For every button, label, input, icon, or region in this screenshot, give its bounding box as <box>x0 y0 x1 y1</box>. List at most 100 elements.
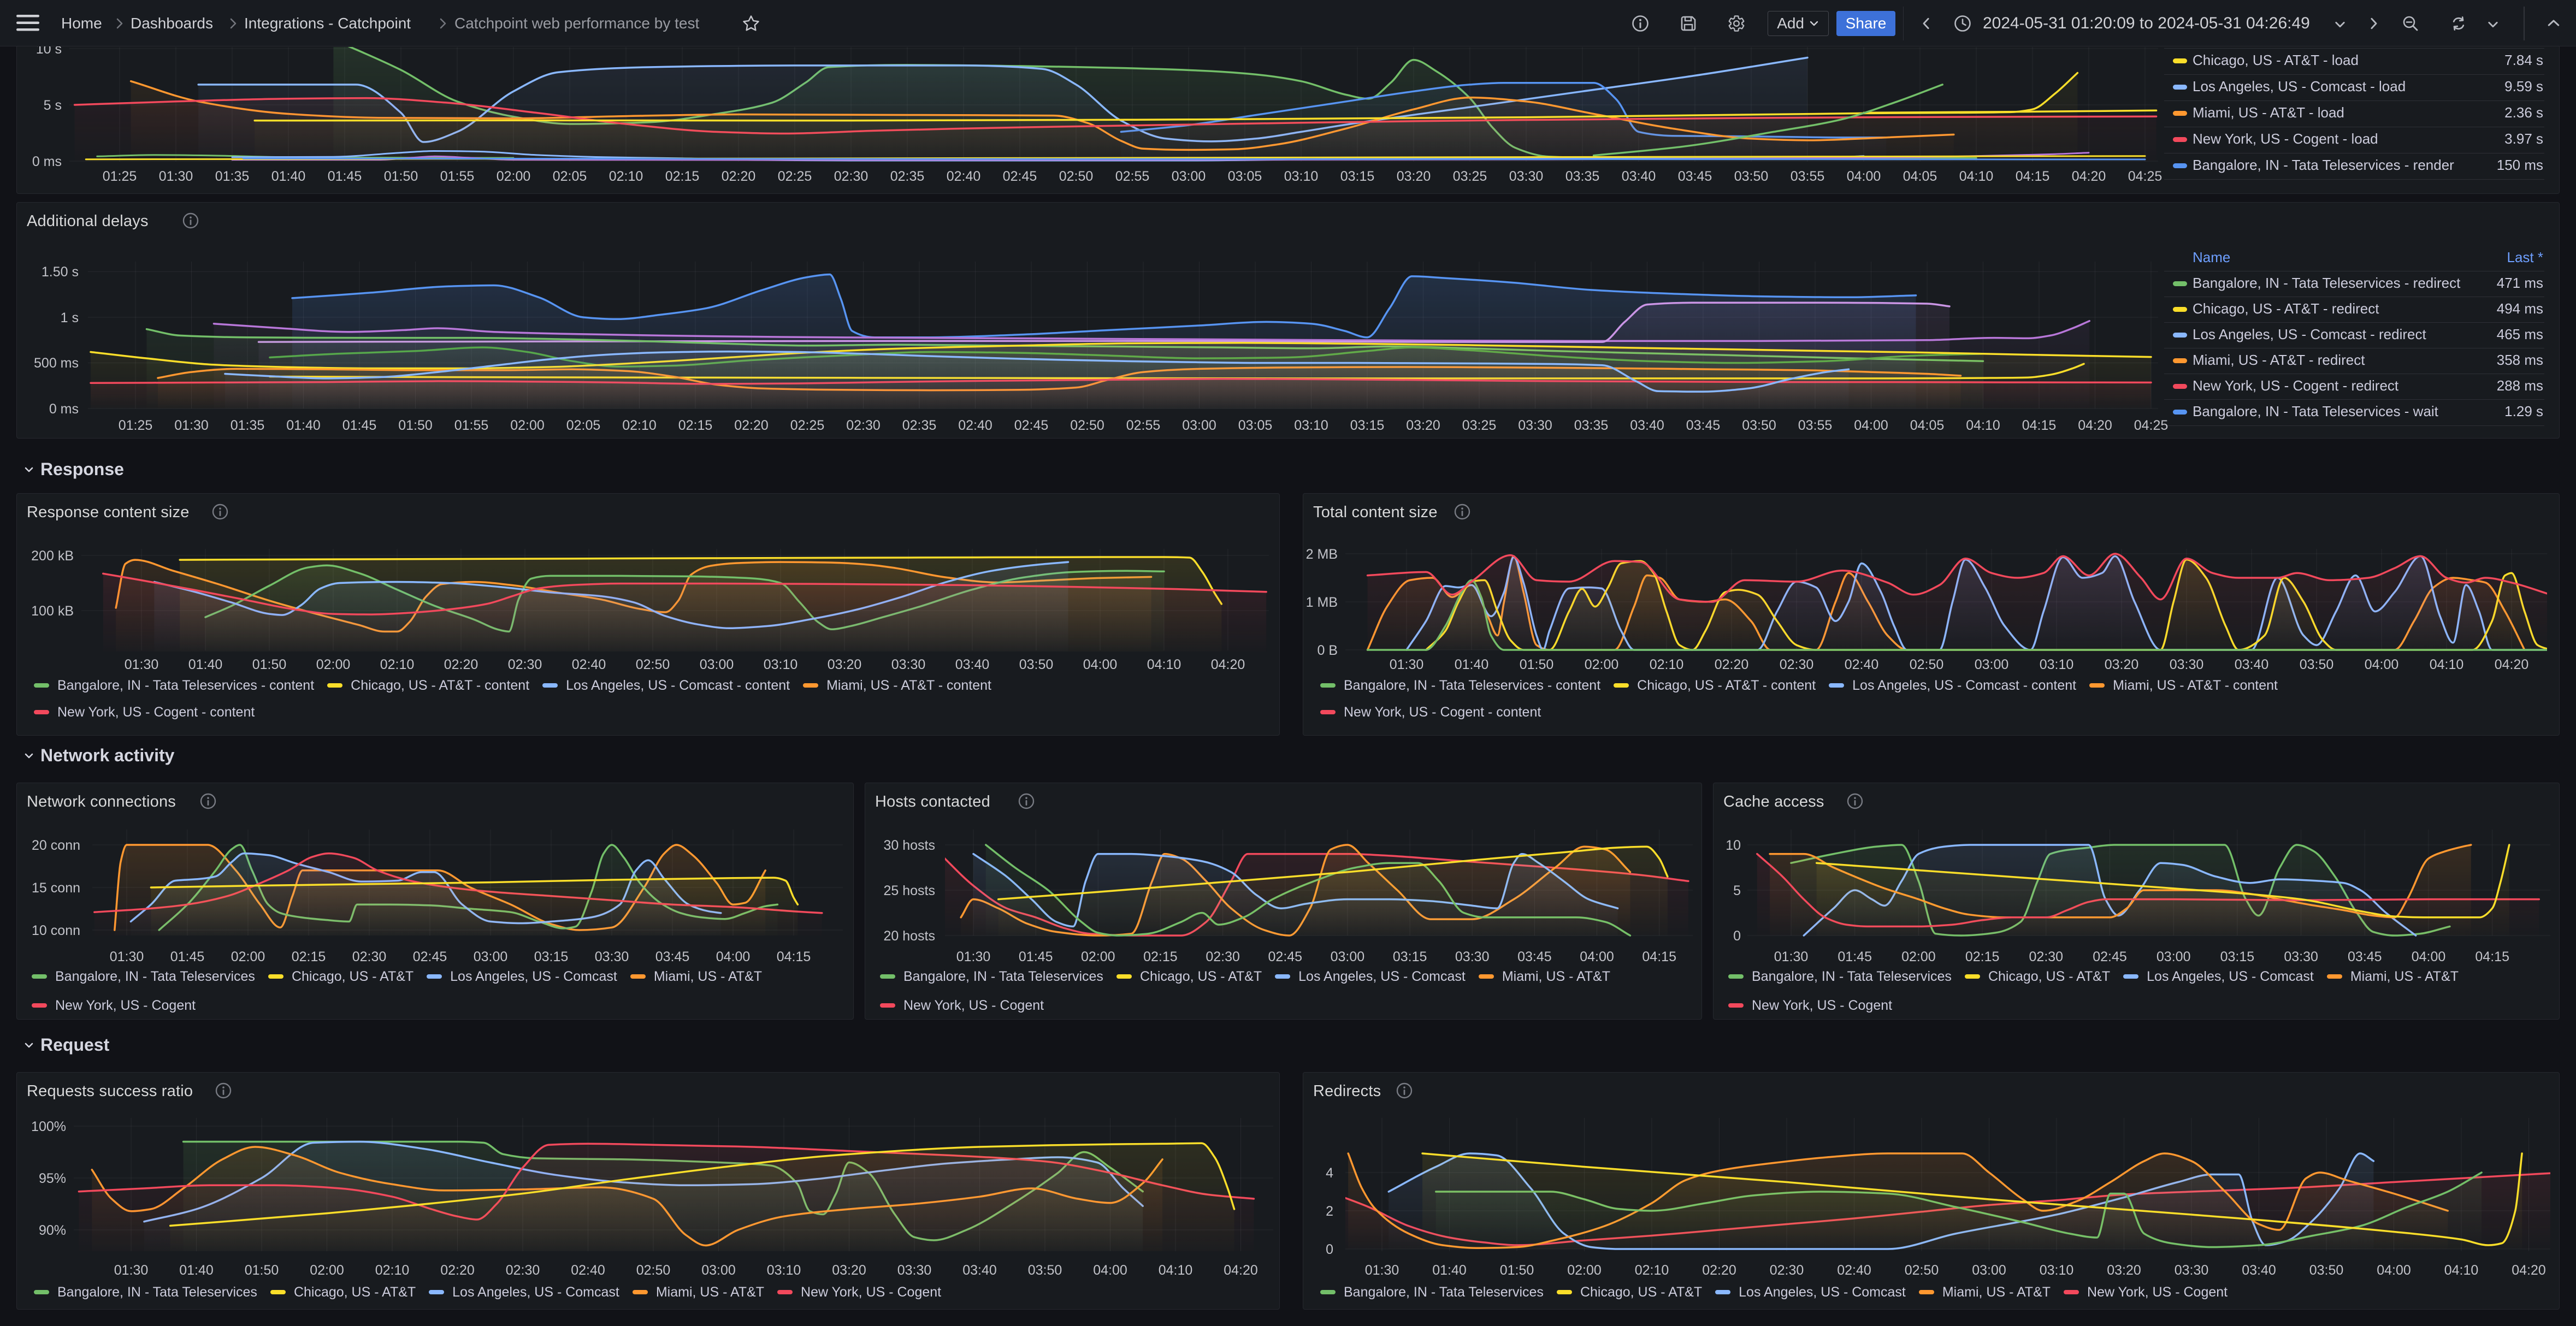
svg-text:02:15: 02:15 <box>678 418 713 433</box>
svg-text:03:00: 03:00 <box>700 657 734 672</box>
svg-text:03:45: 03:45 <box>1678 169 1712 184</box>
svg-text:03:20: 03:20 <box>2105 657 2139 672</box>
svg-text:02:15: 02:15 <box>292 949 326 964</box>
svg-text:03:30: 03:30 <box>2170 657 2204 672</box>
svg-text:15 conn: 15 conn <box>32 880 80 896</box>
svg-text:03:35: 03:35 <box>1565 169 1600 184</box>
svg-text:03:40: 03:40 <box>955 657 990 672</box>
svg-text:30 hosts: 30 hosts <box>883 838 935 853</box>
svg-text:04:15: 04:15 <box>2475 949 2509 964</box>
svg-text:03:00: 03:00 <box>1182 418 1216 433</box>
svg-text:03:55: 03:55 <box>1798 418 1833 433</box>
svg-text:01:40: 01:40 <box>271 169 306 184</box>
svg-text:03:10: 03:10 <box>2040 1263 2074 1278</box>
svg-text:03:05: 03:05 <box>1238 418 1273 433</box>
svg-text:03:45: 03:45 <box>655 949 690 964</box>
svg-text:03:15: 03:15 <box>2220 949 2255 964</box>
svg-text:03:30: 03:30 <box>1509 169 1544 184</box>
svg-text:02:10: 02:10 <box>380 657 415 672</box>
svg-text:01:45: 01:45 <box>1838 949 1872 964</box>
svg-text:02:50: 02:50 <box>1059 169 1094 184</box>
svg-text:02:25: 02:25 <box>778 169 812 184</box>
svg-text:0 B: 0 B <box>1317 643 1338 658</box>
svg-text:01:30: 01:30 <box>159 169 193 184</box>
svg-text:04:20: 04:20 <box>2495 657 2529 672</box>
svg-text:03:00: 03:00 <box>474 949 508 964</box>
svg-text:01:30: 01:30 <box>114 1263 149 1278</box>
svg-text:01:30: 01:30 <box>956 949 991 964</box>
svg-text:03:05: 03:05 <box>1228 169 1262 184</box>
svg-text:04:05: 04:05 <box>1910 418 1945 433</box>
svg-text:02:45: 02:45 <box>2093 949 2127 964</box>
svg-text:01:40: 01:40 <box>179 1263 214 1278</box>
svg-text:02:30: 02:30 <box>352 949 387 964</box>
svg-text:4: 4 <box>1326 1165 1333 1181</box>
svg-text:03:35: 03:35 <box>1574 418 1609 433</box>
svg-text:02:40: 02:40 <box>958 418 992 433</box>
svg-text:03:30: 03:30 <box>2175 1263 2209 1278</box>
svg-text:90%: 90% <box>39 1223 66 1238</box>
svg-text:01:30: 01:30 <box>125 657 159 672</box>
svg-text:01:45: 01:45 <box>342 418 377 433</box>
svg-text:04:15: 04:15 <box>1642 949 1676 964</box>
svg-text:02:00: 02:00 <box>1901 949 1936 964</box>
svg-text:02:30: 02:30 <box>506 1263 540 1278</box>
svg-text:03:40: 03:40 <box>962 1263 997 1278</box>
svg-text:20 conn: 20 conn <box>32 838 80 853</box>
svg-text:04:10: 04:10 <box>1147 657 1181 672</box>
svg-text:01:40: 01:40 <box>1455 657 1489 672</box>
svg-text:100 kB: 100 kB <box>31 603 74 619</box>
svg-text:03:00: 03:00 <box>1331 949 1365 964</box>
svg-text:03:15: 03:15 <box>1340 169 1375 184</box>
svg-text:03:30: 03:30 <box>891 657 926 672</box>
svg-text:02:30: 02:30 <box>834 169 868 184</box>
svg-text:03:00: 03:00 <box>701 1263 736 1278</box>
svg-text:01:45: 01:45 <box>1019 949 1053 964</box>
svg-text:2 MB: 2 MB <box>1306 547 1338 562</box>
svg-text:03:10: 03:10 <box>2040 657 2074 672</box>
svg-text:04:00: 04:00 <box>1083 657 1118 672</box>
svg-text:01:50: 01:50 <box>398 418 433 433</box>
svg-text:04:00: 04:00 <box>1854 418 1888 433</box>
svg-text:03:45: 03:45 <box>2348 949 2382 964</box>
svg-text:5 s: 5 s <box>44 98 62 113</box>
svg-text:04:00: 04:00 <box>2412 949 2446 964</box>
svg-text:04:10: 04:10 <box>1966 418 2000 433</box>
svg-text:01:40: 01:40 <box>188 657 223 672</box>
svg-text:02:30: 02:30 <box>508 657 542 672</box>
svg-text:01:50: 01:50 <box>252 657 287 672</box>
svg-text:03:15: 03:15 <box>1393 949 1427 964</box>
svg-text:03:10: 03:10 <box>767 1263 801 1278</box>
svg-text:03:00: 03:00 <box>1172 169 1206 184</box>
svg-text:01:35: 01:35 <box>231 418 265 433</box>
svg-text:02:50: 02:50 <box>1905 1263 1939 1278</box>
svg-text:02:00: 02:00 <box>310 1263 344 1278</box>
svg-text:01:30: 01:30 <box>174 418 209 433</box>
svg-text:04:10: 04:10 <box>2444 1263 2479 1278</box>
svg-text:03:00: 03:00 <box>1975 657 2009 672</box>
svg-text:03:40: 03:40 <box>2242 1263 2276 1278</box>
svg-text:02:00: 02:00 <box>1567 1263 1602 1278</box>
svg-text:01:25: 01:25 <box>103 169 137 184</box>
svg-text:02:30: 02:30 <box>2029 949 2064 964</box>
svg-text:03:25: 03:25 <box>1462 418 1497 433</box>
svg-text:02:55: 02:55 <box>1126 418 1161 433</box>
svg-text:10 conn: 10 conn <box>32 923 80 938</box>
svg-text:02:15: 02:15 <box>1143 949 1178 964</box>
svg-text:02:55: 02:55 <box>1115 169 1150 184</box>
svg-text:200 kB: 200 kB <box>31 548 74 564</box>
svg-text:02:40: 02:40 <box>1837 1263 1871 1278</box>
svg-text:02:45: 02:45 <box>413 949 447 964</box>
svg-text:04:20: 04:20 <box>2078 418 2112 433</box>
svg-text:03:10: 03:10 <box>1284 169 1319 184</box>
svg-text:02:15: 02:15 <box>1965 949 2000 964</box>
svg-text:03:40: 03:40 <box>2235 657 2269 672</box>
svg-text:02:45: 02:45 <box>1268 949 1303 964</box>
svg-text:02:10: 02:10 <box>609 169 643 184</box>
svg-text:01:35: 01:35 <box>215 169 250 184</box>
svg-text:02:00: 02:00 <box>510 418 545 433</box>
svg-text:03:00: 03:00 <box>2156 949 2191 964</box>
svg-text:2: 2 <box>1326 1204 1333 1219</box>
svg-text:01:50: 01:50 <box>384 169 418 184</box>
svg-text:04:00: 04:00 <box>2365 657 2399 672</box>
